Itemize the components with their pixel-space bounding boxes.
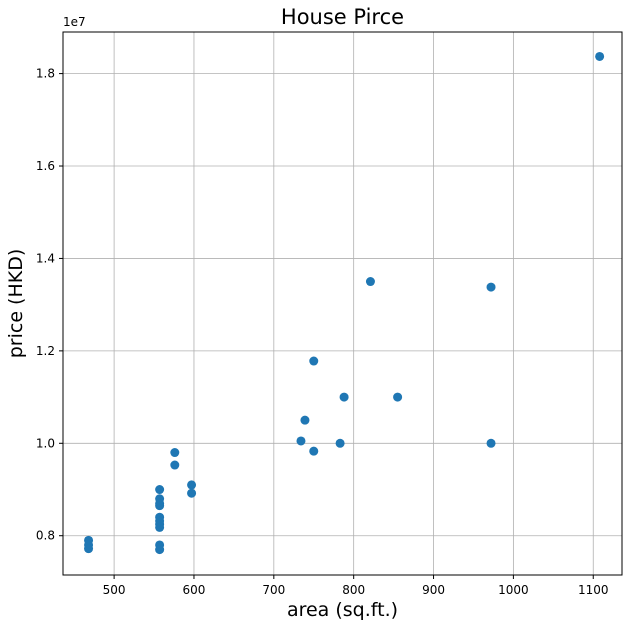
y-tick-label: 0.8 <box>36 529 55 543</box>
data-point <box>595 51 605 61</box>
x-tick-label: 800 <box>342 583 365 597</box>
data-point <box>155 485 165 495</box>
plot-area-frame <box>62 31 623 576</box>
grid-layer <box>63 32 622 575</box>
x-tick-label: 500 <box>103 583 126 597</box>
ticks-layer: 500 600 700 800 900 1000 1100 0.8 1.0 1.2 1.4 1.6 1.… <box>36 67 609 597</box>
data-point <box>170 460 180 470</box>
data-point <box>170 448 180 458</box>
data-point <box>300 415 310 425</box>
data-point <box>155 501 165 511</box>
data-point <box>393 392 403 402</box>
data-point <box>309 446 319 456</box>
data-point <box>155 522 165 532</box>
data-point <box>187 488 197 498</box>
data-point <box>296 436 306 446</box>
points-layer <box>84 51 605 555</box>
y-axis-label: price (HKD) <box>5 249 27 359</box>
y-tick-label: 1.6 <box>36 159 55 173</box>
x-tick-label: 900 <box>422 583 445 597</box>
y-tick-label: 1.8 <box>36 67 55 81</box>
y-axis-offset-label: 1e7 <box>63 15 86 29</box>
data-point <box>486 282 496 292</box>
x-tick-label: 600 <box>183 583 206 597</box>
x-tick-label: 1100 <box>578 583 609 597</box>
data-point <box>335 438 345 448</box>
data-point <box>365 277 375 287</box>
data-point <box>155 545 165 555</box>
y-tick-label: 1.4 <box>36 251 55 265</box>
x-tick-label: 700 <box>262 583 285 597</box>
y-tick-label: 1.2 <box>36 344 55 358</box>
y-tick-label: 1.0 <box>36 436 55 450</box>
data-point <box>309 356 319 366</box>
x-axis-label: area (sq.ft.) <box>287 599 398 621</box>
data-point <box>339 392 349 402</box>
data-point <box>486 438 496 448</box>
chart-title: House Pirce <box>281 5 404 29</box>
data-point <box>187 480 197 490</box>
x-tick-label: 1000 <box>498 583 529 597</box>
data-point <box>84 544 94 554</box>
